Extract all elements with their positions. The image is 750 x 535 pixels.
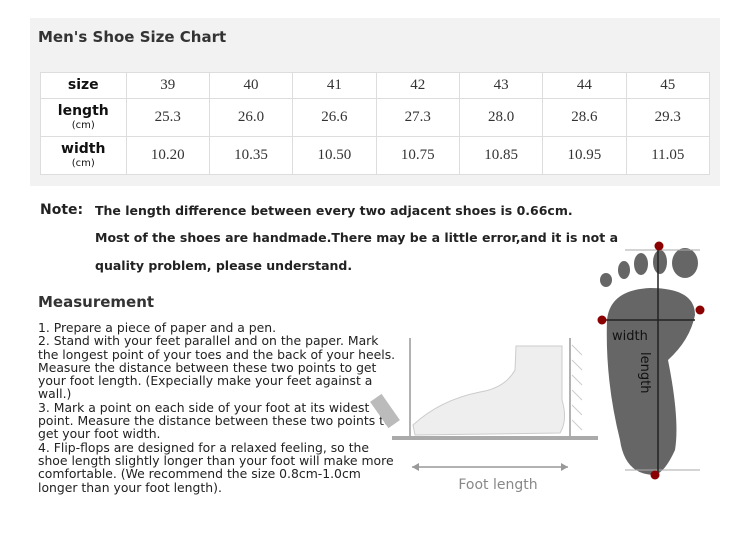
table-cell: 28.0 [458, 97, 544, 137]
table-cell: 10.20 [125, 135, 210, 176]
marker-dot [654, 241, 664, 251]
pen-icon [370, 393, 400, 429]
measurement-heading: Measurement [38, 293, 155, 311]
table-cell: 28.6 [542, 97, 627, 137]
row-unit: (cm) [71, 157, 95, 169]
table-cell: 44 [542, 72, 627, 99]
table-cell: 40 [208, 72, 294, 99]
side-foot-illustration: Foot length [370, 338, 598, 493]
table-cell: 10.50 [292, 135, 377, 176]
note-line: Most of the shoes are handmade.There may… [95, 230, 619, 245]
ground-line [392, 436, 598, 440]
table-cell: 10.75 [375, 135, 460, 176]
length-label: length [637, 352, 652, 393]
table-row: length (cm) 25.3 26.0 26.6 27.3 28.0 28.6 29.3 [40, 97, 711, 137]
page-title: Men's Shoe Size Chart [38, 28, 227, 46]
row-label: size [67, 76, 99, 93]
marker-dot [650, 470, 660, 480]
table-cell: 29.3 [625, 97, 711, 137]
measurement-steps: 1. Prepare a piece of paper and a pen. 2… [38, 320, 396, 495]
table-cell: 10.85 [458, 135, 544, 176]
table-cell: 26.0 [208, 97, 294, 137]
table-cell: 43 [458, 72, 544, 99]
note-line: The length difference between every two … [95, 203, 573, 218]
note-line: quality problem, please understand. [95, 258, 353, 273]
marker-dot [695, 305, 705, 315]
row-label: length [57, 103, 109, 120]
row-unit: (cm) [71, 119, 95, 131]
row-header: size [40, 72, 127, 99]
marker-dot [597, 315, 607, 325]
table-cell: 11.05 [625, 135, 711, 176]
foot-length-label: Foot length [458, 477, 537, 493]
row-label: width [61, 141, 106, 158]
footprint-illustration: width length [597, 241, 705, 480]
table-cell: 27.3 [375, 97, 460, 137]
width-label: width [612, 329, 648, 344]
table-cell: 25.3 [125, 97, 210, 137]
table-cell: 39 [125, 72, 210, 99]
table-row: size 39 40 41 42 43 44 45 [40, 72, 711, 99]
table-cell: 10.35 [208, 135, 294, 176]
row-header: width (cm) [40, 135, 127, 176]
table-row: width (cm) 10.20 10.35 10.50 10.75 10.85 10.95 1… [40, 135, 711, 176]
size-table: size 39 40 41 42 43 44 45 length (cm) 25.3 26.0 26.6… [40, 72, 711, 176]
row-header: length (cm) [40, 97, 127, 137]
note-label: Note: [40, 202, 84, 218]
